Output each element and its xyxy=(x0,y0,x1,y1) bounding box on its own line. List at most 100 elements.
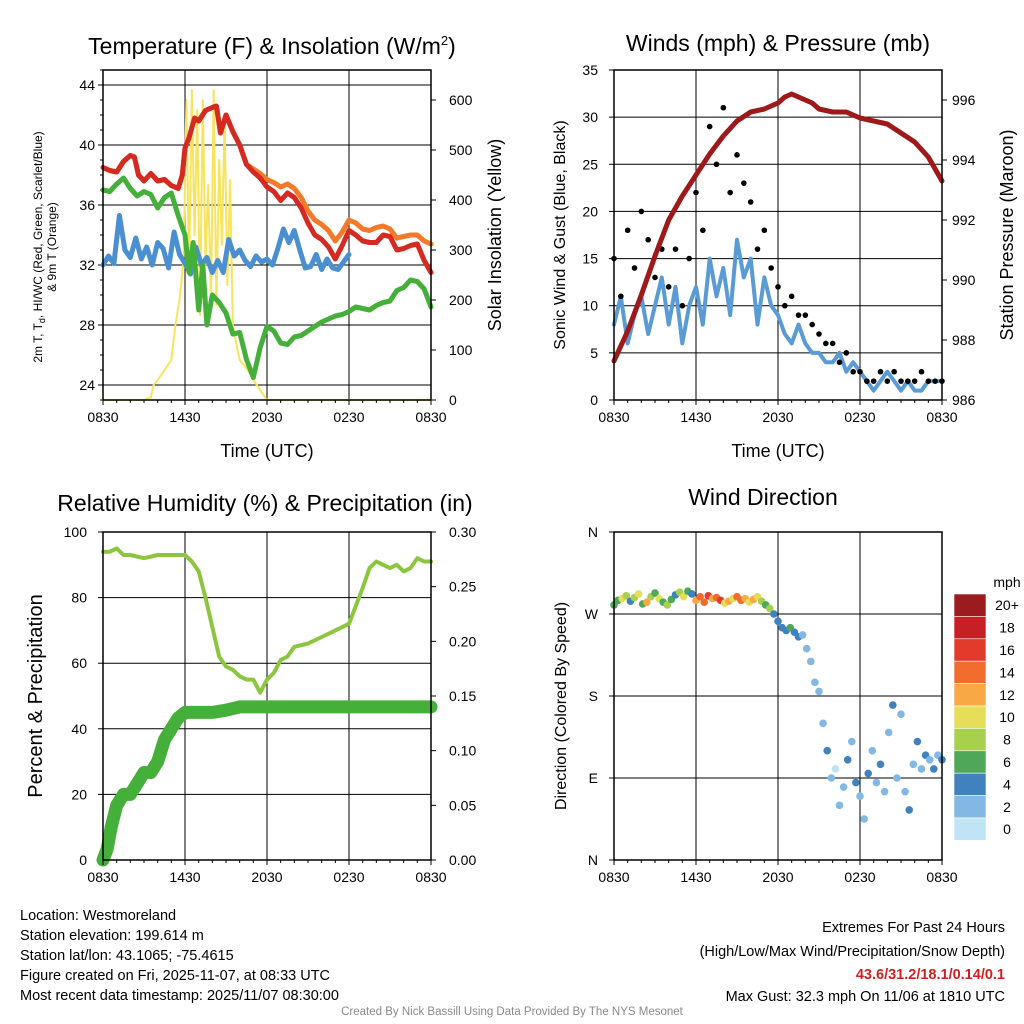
direction-point xyxy=(700,598,708,606)
y-tick-label: 100 xyxy=(64,524,88,540)
x-tick-label: 0230 xyxy=(333,409,364,425)
gust-point xyxy=(686,255,692,262)
y2-tick-label: 986 xyxy=(952,392,976,408)
y-tick-label: E xyxy=(589,770,598,786)
gust-point xyxy=(802,312,809,318)
x-tick-label: 2030 xyxy=(762,869,793,885)
gust-point xyxy=(884,378,891,384)
sonic-wind-line xyxy=(612,237,944,393)
y2-tick-label: 994 xyxy=(952,152,976,168)
gust-point xyxy=(823,340,829,347)
gust-point xyxy=(891,368,897,375)
direction-point xyxy=(876,760,885,769)
legend-swatch xyxy=(953,616,987,640)
y2-tick-label: 0.10 xyxy=(449,743,476,759)
gust-point xyxy=(898,378,904,384)
y2-tick-label: 200 xyxy=(449,292,473,308)
credit-line: Created By Nick Bassill Using Data Provi… xyxy=(341,1006,683,1018)
y-tick-label: 30 xyxy=(582,109,598,125)
direction-point xyxy=(839,783,848,791)
title-superscript: 2 xyxy=(441,33,448,48)
plot-frame xyxy=(102,69,432,401)
y-tick-label: 28 xyxy=(79,317,95,333)
direction-point xyxy=(643,598,651,606)
y-label-part: 2m T, T xyxy=(31,322,45,362)
y-tick-label: N xyxy=(588,524,598,540)
legend-label: 2 xyxy=(1003,799,1011,815)
legend-swatch xyxy=(953,593,987,617)
gust-point xyxy=(645,236,651,243)
gust-point xyxy=(775,284,781,290)
x-tick-label: 0830 xyxy=(87,869,118,885)
gust-point xyxy=(857,368,863,375)
y2-tick-label: 0.30 xyxy=(449,524,476,540)
legend-swatch xyxy=(953,705,987,729)
precip-line xyxy=(96,700,438,867)
legend-swatch xyxy=(953,638,987,662)
legend-swatch xyxy=(953,750,987,774)
direction-point xyxy=(901,787,909,796)
x-tick-label: 2030 xyxy=(251,869,282,885)
y2-tick-label: 0.05 xyxy=(449,797,476,813)
y2-tick-label: 0.00 xyxy=(449,852,476,868)
legend-swatch xyxy=(953,660,987,684)
x-axis-label: Time (UTC) xyxy=(220,441,313,461)
rh-line xyxy=(101,546,433,695)
gust-point xyxy=(700,227,706,234)
y2-tick-label: 0 xyxy=(449,392,457,408)
y-axis-label: 2m T, Td, HI/WC (Red, Green, Scarlet/Blu… xyxy=(31,131,59,362)
gust-point xyxy=(843,350,850,356)
gust-point xyxy=(768,265,774,271)
y-tick-label: 25 xyxy=(582,156,598,172)
direction-point xyxy=(909,760,918,769)
gust-point xyxy=(747,199,754,205)
gust-point xyxy=(877,368,884,375)
direction-point xyxy=(807,657,815,666)
direction-point xyxy=(860,815,868,823)
y-axis-label-line1: 2m T, Td, HI/WC (Red, Green, Scarlet/Blu… xyxy=(31,131,47,362)
direction-point xyxy=(827,774,836,782)
station-location: Location: Westmoreland xyxy=(20,908,177,924)
gust-point xyxy=(850,368,856,375)
x-tick-label: 2030 xyxy=(251,409,282,425)
gust-point xyxy=(638,208,645,215)
y2-tick-label: 990 xyxy=(952,272,976,288)
x-axis-label: Time (UTC) xyxy=(731,441,824,461)
direction-point xyxy=(884,728,893,737)
legend-swatch xyxy=(953,728,987,752)
direction-point xyxy=(815,687,823,696)
x-tick-label: 0830 xyxy=(926,869,957,885)
gust-point xyxy=(932,378,938,384)
direction-point xyxy=(843,755,852,764)
gust-point xyxy=(672,246,679,252)
y2-tick-label: 0.15 xyxy=(449,688,476,704)
y-tick-label: 40 xyxy=(79,137,95,153)
x-tick-label: 0230 xyxy=(333,869,364,885)
y-tick-label: 40 xyxy=(71,721,87,737)
chart-title: Wind Direction xyxy=(688,484,838,510)
x-tick-label: 0830 xyxy=(87,409,118,425)
legend-label: 6 xyxy=(1003,754,1011,770)
chart-title: Temperature (F) & Insolation (W/m2) xyxy=(88,33,456,59)
gust-point xyxy=(761,227,768,234)
figure-created: Figure created on Fri, 2025-11-07, at 08… xyxy=(20,968,331,984)
y-tick-label: 0 xyxy=(79,852,87,868)
max-gust: Max Gust: 32.3 mph On 11/06 at 1810 UTC xyxy=(725,989,1005,1005)
y-axis-label: Percent & Precipitation xyxy=(25,594,47,797)
direction-point xyxy=(917,765,926,773)
direction-point xyxy=(823,746,831,755)
gust-point xyxy=(618,293,624,300)
x-tick-label: 0830 xyxy=(926,409,957,425)
direction-point xyxy=(925,755,934,764)
x-tick-label: 0830 xyxy=(598,869,629,885)
y2-tick-label: 996 xyxy=(952,92,976,108)
humidity-panel: 0 20 40 60 80 100 0.00 0.05 0.10 0.15 0.20 0.25 0.30… xyxy=(25,490,476,885)
y2-tick-label: 500 xyxy=(449,142,473,158)
title-close: ) xyxy=(448,33,456,59)
y2-tick-label: 0.20 xyxy=(449,633,476,649)
direction-point xyxy=(770,610,778,618)
y-axis-label-line2: & 9m T (Orange) xyxy=(45,202,59,292)
direction-point xyxy=(872,778,881,787)
